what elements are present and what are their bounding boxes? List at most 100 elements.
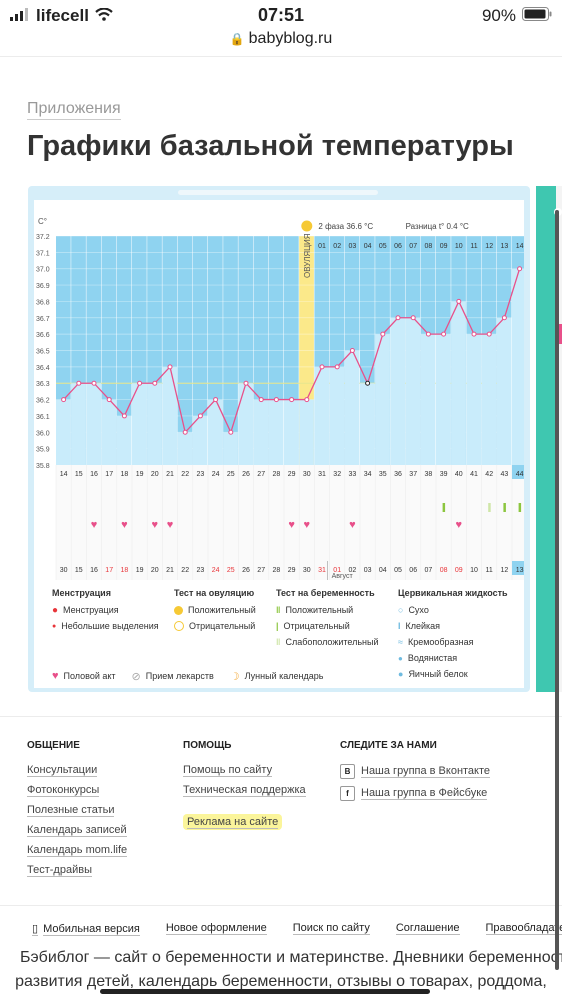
cycle-day-label: 37	[409, 471, 417, 478]
footer-link[interactable]: Наша группа в Вконтакте	[361, 765, 491, 778]
footer-link[interactable]: Консультации	[27, 764, 98, 777]
breadcrumb[interactable]: Приложения	[27, 100, 121, 120]
footer-link-ads[interactable]: Реклама на сайте	[187, 816, 279, 829]
cycle-day-label: 28	[273, 471, 281, 478]
page-scrollbar[interactable]	[555, 210, 559, 970]
address-bar[interactable]: 🔒 babyblog.ru	[0, 30, 562, 48]
temp-bar	[284, 399, 299, 465]
date-label: 30	[303, 567, 311, 574]
phase-day-label: 05	[379, 243, 387, 250]
footer-link[interactable]: Мобильная версия	[43, 923, 140, 936]
temp-bar	[253, 399, 269, 465]
temp-bar	[177, 432, 193, 465]
date-label: 26	[242, 567, 250, 574]
legend-item: ○ Сухо	[398, 604, 508, 616]
phase-day-label: 02	[333, 243, 341, 250]
phase-day-label: 01	[318, 243, 326, 250]
chart-widget: 37.2 37.1 37.0 36.9 36.8 36.7 36.6 36.5 36.4 36.3…	[28, 186, 543, 692]
footer-heading: ПОМОЩЬ	[183, 740, 232, 751]
temp-bar	[329, 366, 345, 465]
temp-bar	[481, 334, 497, 465]
cycle-day-label: 43	[501, 471, 509, 478]
cycle-day-label: 25	[227, 471, 235, 478]
y-tick-label: 36.5	[36, 349, 50, 356]
footer-link[interactable]: Правообладателям	[485, 922, 562, 935]
temp-point	[349, 348, 355, 353]
divider	[0, 716, 562, 717]
pregnancy-test-mark	[518, 503, 522, 512]
pill-icon: ⊘	[131, 670, 141, 683]
egg-white-icon: ●	[398, 669, 404, 679]
date-label: 23	[197, 567, 205, 574]
temp-point	[91, 380, 97, 386]
positive-circle-icon	[174, 605, 183, 615]
phone-icon: ▯	[32, 923, 39, 936]
legend-pregnancy-test: Тест на беременность ‖ Положительный | Отр…	[276, 588, 379, 652]
legend-cervical: Цервикальная жидкость ○ Сухо I Клейкая ≈ Кр…	[398, 588, 508, 684]
cycle-day-label: 16	[90, 471, 98, 478]
temp-point	[121, 413, 127, 419]
y-tick-label: 36.9	[36, 283, 50, 290]
temp-bar	[223, 432, 238, 465]
legend-label: Кремообразная	[407, 637, 474, 647]
clock: 07:51	[257, 5, 305, 25]
cycle-day-label: 17	[105, 471, 113, 478]
social-link[interactable]: f Наша группа в Фейсбуке	[340, 786, 490, 801]
temp-bar	[208, 399, 223, 465]
phase-day-label: 08	[425, 243, 433, 250]
battery-percent: 90%	[481, 6, 516, 25]
temp-bar	[436, 334, 451, 465]
phase-day-label: 04	[364, 243, 372, 250]
date-label: 01	[333, 567, 341, 574]
legend-item: I Клейкая	[398, 620, 508, 632]
footer-link[interactable]: Поиск по сайту	[292, 922, 370, 935]
legend-item: ● Менструация	[52, 604, 159, 616]
date-label: 24	[212, 567, 220, 574]
cycle-day-label: 33	[349, 471, 357, 478]
footer-link[interactable]: Полезные статьи	[27, 804, 115, 817]
footer-link[interactable]: Техническая поддержка	[183, 784, 306, 797]
y-tick-label: 35.9	[36, 447, 50, 454]
negative-circle-icon	[174, 621, 184, 631]
footer-link[interactable]: Календарь записей	[27, 824, 127, 837]
temp-point	[137, 380, 143, 386]
mobile-link[interactable]: ▯ Мобильная версия	[32, 922, 140, 936]
social-link[interactable]: B Наша группа в Вконтакте	[340, 764, 491, 779]
footer-link[interactable]: Фотоконкурсы	[27, 784, 100, 797]
temp-bar	[71, 383, 86, 465]
temp-bar	[268, 399, 284, 465]
temp-bar	[162, 366, 178, 465]
about-line: развития детей, календарь беременности, …	[15, 973, 547, 990]
legend-label: Слабоположительный	[285, 637, 379, 647]
cycle-day-label: 19	[136, 471, 144, 478]
legend-item: Положительный	[174, 604, 256, 616]
chart-scrollbar[interactable]	[178, 190, 378, 195]
date-label: 12	[501, 567, 509, 574]
footer-link[interactable]: Новое оформление	[165, 922, 267, 935]
temp-bar	[116, 415, 132, 465]
footer-link[interactable]: Соглашение	[395, 922, 460, 935]
side-accent	[556, 324, 562, 344]
footer-link[interactable]: Наша группа в Фейсбуке	[361, 787, 488, 800]
y-tick-label: 36.8	[36, 299, 50, 306]
footer-link[interactable]: Календарь mom.life	[27, 844, 128, 857]
legend-title: Тест на овуляцию	[174, 588, 255, 598]
heart-mark: ♥	[152, 519, 159, 531]
about-text: Бэбиблог — сайт о беременности и материн…	[0, 946, 562, 994]
cycle-day-label: 22	[181, 471, 189, 478]
cycle-day-label: 42	[485, 471, 493, 478]
date-label: 27	[257, 567, 265, 574]
cycle-day-label: 29	[288, 471, 296, 478]
y-tick-label: 35.8	[36, 463, 50, 470]
chart-column	[177, 236, 193, 465]
cycle-day-label: 40	[455, 471, 463, 478]
temp-point	[152, 380, 158, 386]
temp-bar	[192, 415, 208, 465]
page-title: Графики базальной температуры	[27, 130, 514, 162]
vk-icon: B	[340, 764, 355, 779]
date-label: 17	[105, 567, 113, 574]
y-tick-label: 36.2	[36, 398, 50, 405]
footer-link[interactable]: Помощь по сайту	[183, 764, 273, 777]
footer-link[interactable]: Тест-драйвы	[27, 864, 92, 877]
phase-band	[299, 218, 543, 236]
